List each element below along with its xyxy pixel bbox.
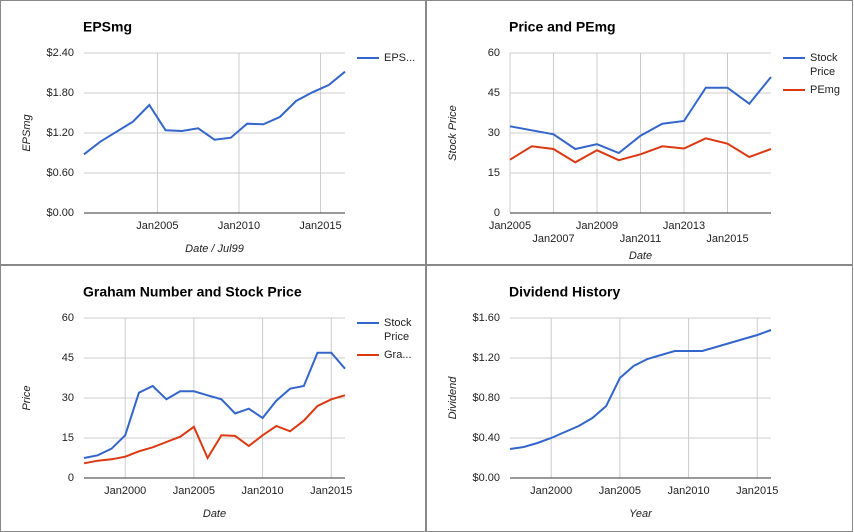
series-line: [83, 351, 346, 459]
y-tick-label: 0: [494, 207, 500, 219]
legend-label: Stock Price: [384, 317, 415, 343]
x-tick-label: Jan2015: [736, 485, 778, 497]
x-tick-label: Jan2005: [173, 485, 215, 497]
series-line: [509, 76, 772, 155]
y-tick-label: $0.80: [472, 392, 500, 404]
chart-title: Price and PEmg: [509, 19, 616, 35]
legend-label: Gra...: [384, 349, 412, 361]
y-tick-label: 60: [62, 312, 74, 324]
y-tick-label: $1.60: [472, 312, 500, 324]
x-tick-label: Jan2005: [489, 220, 531, 232]
y-tick-label: $0.40: [472, 432, 500, 444]
y-tick-label: 30: [62, 392, 74, 404]
x-axis-label: Date: [629, 250, 652, 262]
y-axis-label: Price: [21, 385, 33, 410]
x-tick-label: Jan2010: [241, 485, 283, 497]
series-line: [83, 394, 346, 465]
x-tick-label: Jan2005: [136, 220, 178, 232]
x-tick-label: Jan2015: [706, 233, 748, 245]
chart-title: Dividend History: [509, 284, 620, 300]
x-tick-label: Jan2005: [599, 485, 641, 497]
chart-title: EPSmg: [83, 19, 132, 35]
y-tick-label: $1.20: [46, 127, 74, 139]
x-axis-label: Date / Jul99: [185, 243, 244, 255]
legend-label: PEmg: [810, 84, 840, 96]
x-tick-label: Jan2015: [310, 485, 352, 497]
y-tick-label: $0.00: [46, 207, 74, 219]
y-tick-label: $1.20: [472, 352, 500, 364]
y-tick-label: 30: [488, 127, 500, 139]
x-tick-label: Jan2015: [299, 220, 341, 232]
series-line: [83, 70, 346, 156]
y-tick-label: $0.00: [472, 472, 500, 484]
y-tick-label: 15: [62, 432, 74, 444]
x-axis-label: Year: [629, 508, 653, 520]
x-tick-label: Jan2013: [663, 220, 705, 232]
panel-frame: [426, 0, 853, 265]
x-tick-label: Jan2000: [530, 485, 572, 497]
x-tick-label: Jan2007: [532, 233, 574, 245]
x-tick-label: Jan2010: [667, 485, 709, 497]
y-tick-label: 60: [488, 47, 500, 59]
series-line: [509, 329, 772, 450]
legend-label: EPS...: [384, 52, 415, 64]
y-tick-label: 15: [488, 167, 500, 179]
y-axis-label: Dividend: [447, 376, 459, 420]
x-axis-label: Date: [203, 508, 226, 520]
y-tick-label: $0.60: [46, 167, 74, 179]
y-tick-label: $1.80: [46, 87, 74, 99]
chart-title: Graham Number and Stock Price: [83, 284, 302, 300]
x-tick-label: Jan2009: [576, 220, 618, 232]
series-line: [509, 137, 772, 164]
y-tick-label: 45: [62, 352, 74, 364]
y-tick-label: 0: [68, 472, 74, 484]
legend-label: Stock Price: [810, 52, 841, 78]
y-axis-label: Stock Price: [447, 105, 459, 161]
panel-frame: [0, 0, 426, 265]
y-axis-label: EPSmg: [21, 113, 33, 151]
x-tick-label: Jan2000: [104, 485, 146, 497]
y-tick-label: $2.40: [46, 47, 74, 59]
x-tick-label: Jan2011: [620, 233, 661, 245]
x-tick-label: Jan2010: [218, 220, 260, 232]
y-tick-label: 45: [488, 87, 500, 99]
